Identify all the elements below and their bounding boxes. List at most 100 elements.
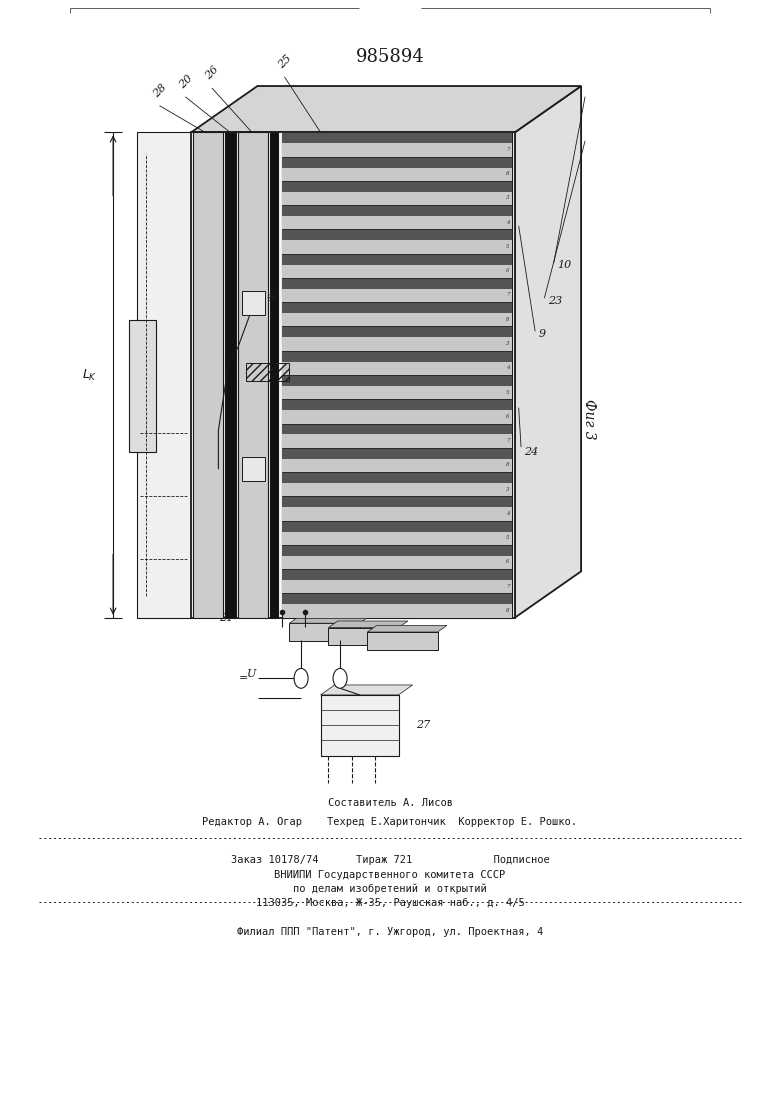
Text: 9: 9 — [538, 329, 545, 340]
Text: 22: 22 — [328, 625, 342, 636]
Bar — [246, 363, 289, 381]
Bar — [193, 132, 223, 618]
Bar — [282, 192, 512, 205]
Bar — [282, 435, 512, 448]
Bar — [282, 338, 512, 351]
Bar — [242, 291, 265, 315]
Text: Фиг 3: Фиг 3 — [582, 399, 596, 439]
Bar — [282, 205, 512, 216]
Bar — [282, 399, 512, 410]
Text: 4: 4 — [506, 219, 509, 225]
Bar — [282, 459, 512, 472]
Bar — [282, 313, 512, 326]
Polygon shape — [328, 621, 408, 628]
Text: 3: 3 — [506, 341, 509, 346]
Text: Редактор А. Огар    Техред Е.Харитончик  Корректор Е. Рошко.: Редактор А. Огар Техред Е.Харитончик Кор… — [203, 816, 577, 827]
Text: Филиал ППП "Патент", г. Ужгород, ул. Проектная, 4: Филиал ППП "Патент", г. Ужгород, ул. Про… — [237, 927, 543, 938]
Polygon shape — [289, 617, 369, 623]
Bar — [282, 240, 512, 254]
Bar — [282, 483, 512, 496]
Bar — [238, 132, 268, 618]
Bar — [282, 532, 512, 545]
Text: 7: 7 — [506, 438, 509, 443]
Bar — [282, 496, 512, 507]
Bar — [282, 362, 512, 375]
Polygon shape — [515, 86, 581, 618]
Bar — [282, 410, 512, 424]
Bar — [282, 168, 512, 181]
Text: 25: 25 — [276, 53, 293, 71]
Bar — [282, 556, 512, 569]
Text: 7: 7 — [506, 147, 509, 152]
Text: 5: 5 — [506, 535, 509, 540]
Bar — [242, 457, 265, 481]
Bar — [282, 229, 512, 240]
Text: 8: 8 — [506, 462, 509, 468]
Text: =: = — [239, 673, 248, 684]
Text: 7: 7 — [506, 292, 509, 298]
Bar — [129, 320, 156, 452]
Bar — [289, 623, 360, 641]
Bar — [282, 132, 512, 143]
Bar — [282, 289, 512, 302]
Bar — [238, 132, 268, 618]
Text: Составитель А. Лисов: Составитель А. Лисов — [328, 797, 452, 808]
Bar — [225, 132, 236, 618]
Text: 23: 23 — [548, 296, 562, 307]
Bar — [282, 326, 512, 338]
Polygon shape — [367, 625, 447, 632]
Text: 20: 20 — [177, 73, 194, 90]
Text: ВНИИПИ Государственного комитета СССР: ВНИИПИ Государственного комитета СССР — [275, 869, 505, 880]
Bar — [282, 472, 512, 483]
Text: U: U — [246, 668, 256, 679]
Bar — [282, 507, 512, 521]
Text: 26: 26 — [204, 64, 221, 82]
Text: 21: 21 — [219, 612, 233, 623]
Bar — [191, 132, 515, 618]
Bar — [282, 545, 512, 556]
Text: 24: 24 — [524, 447, 538, 458]
Text: 4: 4 — [506, 511, 509, 516]
Bar — [282, 386, 512, 399]
Text: 10: 10 — [557, 259, 571, 270]
Circle shape — [294, 668, 308, 688]
Text: 27: 27 — [416, 720, 430, 730]
Bar — [367, 632, 438, 650]
Polygon shape — [191, 86, 581, 132]
Bar — [282, 181, 512, 192]
Bar — [282, 278, 512, 289]
Text: 6: 6 — [506, 559, 509, 565]
Text: 985894: 985894 — [356, 49, 424, 66]
Bar — [282, 521, 512, 532]
Bar — [282, 132, 512, 618]
Polygon shape — [321, 685, 413, 695]
Text: 6: 6 — [506, 414, 509, 419]
Bar — [282, 593, 512, 604]
Bar — [328, 628, 399, 645]
Circle shape — [333, 668, 347, 688]
Bar — [282, 375, 512, 386]
Bar — [282, 424, 512, 435]
Text: 4: 4 — [506, 365, 509, 371]
Bar — [282, 448, 512, 459]
Text: $L_K$: $L_K$ — [82, 367, 98, 383]
Bar — [282, 580, 512, 593]
Text: 8: 8 — [506, 171, 509, 176]
Text: 28: 28 — [151, 82, 168, 99]
Bar — [282, 569, 512, 580]
Bar — [282, 351, 512, 362]
Bar — [321, 695, 399, 756]
Bar — [136, 132, 191, 618]
Bar — [282, 265, 512, 278]
Bar — [282, 302, 512, 313]
Text: 113035, Москва, Ж-35, Раушская наб., д. 4/5: 113035, Москва, Ж-35, Раушская наб., д. … — [256, 898, 524, 909]
Text: 3: 3 — [506, 195, 509, 201]
Text: 7: 7 — [506, 583, 509, 589]
Bar — [282, 157, 512, 168]
Bar — [270, 132, 278, 618]
Bar — [282, 216, 512, 229]
Text: 6: 6 — [506, 268, 509, 274]
Text: 8: 8 — [506, 608, 509, 613]
Text: по делам изобретений и открытий: по делам изобретений и открытий — [293, 884, 487, 895]
Text: 3: 3 — [506, 486, 509, 492]
